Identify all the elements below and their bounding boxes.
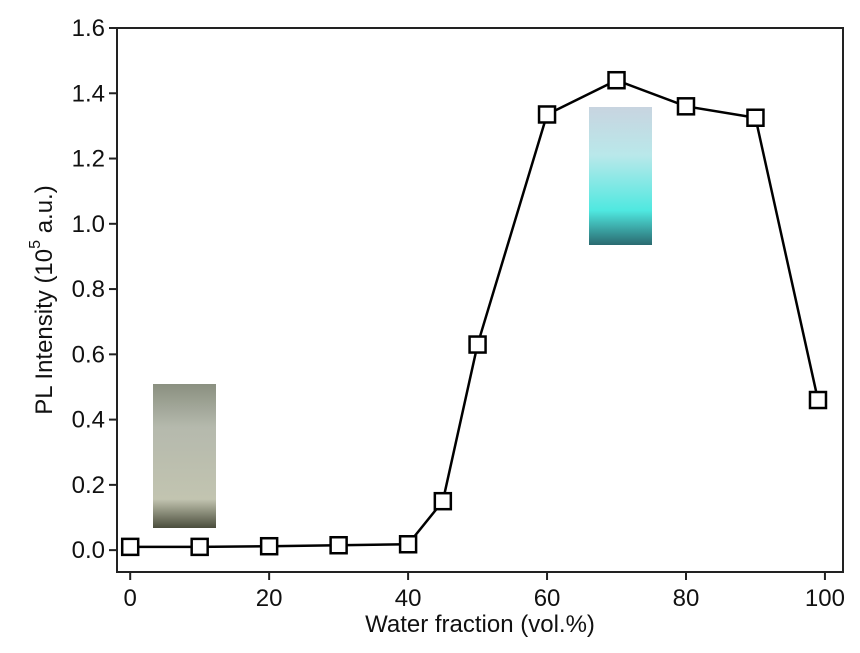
x-tick-label: 20	[256, 585, 283, 612]
inset-vial-image	[589, 107, 652, 245]
y-tick-label: 0.8	[72, 276, 105, 303]
y-label-superscript: 5	[27, 240, 44, 249]
data-point	[746, 108, 765, 127]
plot-frame	[116, 27, 844, 573]
y-tick-label: 0.2	[72, 472, 105, 499]
inset-vial-image	[153, 384, 216, 528]
y-tick-label: 0.4	[72, 407, 105, 434]
data-point	[190, 537, 209, 557]
y-label-part: a.u.)	[31, 185, 58, 240]
y-label-part: PL Intensity (10	[31, 249, 58, 415]
data-line	[130, 78, 820, 549]
data-point	[433, 491, 453, 511]
data-point	[468, 335, 487, 354]
data-point	[808, 390, 828, 410]
y-tick-label: 1.0	[72, 211, 105, 238]
y-tick-label: 1.6	[72, 15, 105, 42]
y-axis-label: PL Intensity (105 a.u.)	[27, 185, 58, 414]
data-point	[259, 536, 279, 556]
x-tick-label: 0	[124, 585, 137, 612]
x-tick-label: 80	[673, 585, 700, 612]
x-axis-label: Water fraction (vol.%)	[365, 611, 595, 638]
y-tick-label: 1.4	[72, 80, 105, 107]
data-point	[607, 70, 626, 90]
x-tick-label: 60	[534, 585, 561, 612]
x-tick-label: 40	[395, 585, 422, 612]
data-point	[398, 535, 418, 554]
x-tick-label: 100	[805, 585, 845, 612]
y-tick-label: 0.0	[72, 537, 105, 564]
data-point	[537, 105, 557, 124]
y-tick-label: 0.6	[72, 341, 105, 368]
data-point	[120, 537, 140, 557]
data-point	[676, 97, 696, 116]
data-point	[329, 535, 348, 555]
y-tick-label: 1.2	[72, 146, 105, 173]
